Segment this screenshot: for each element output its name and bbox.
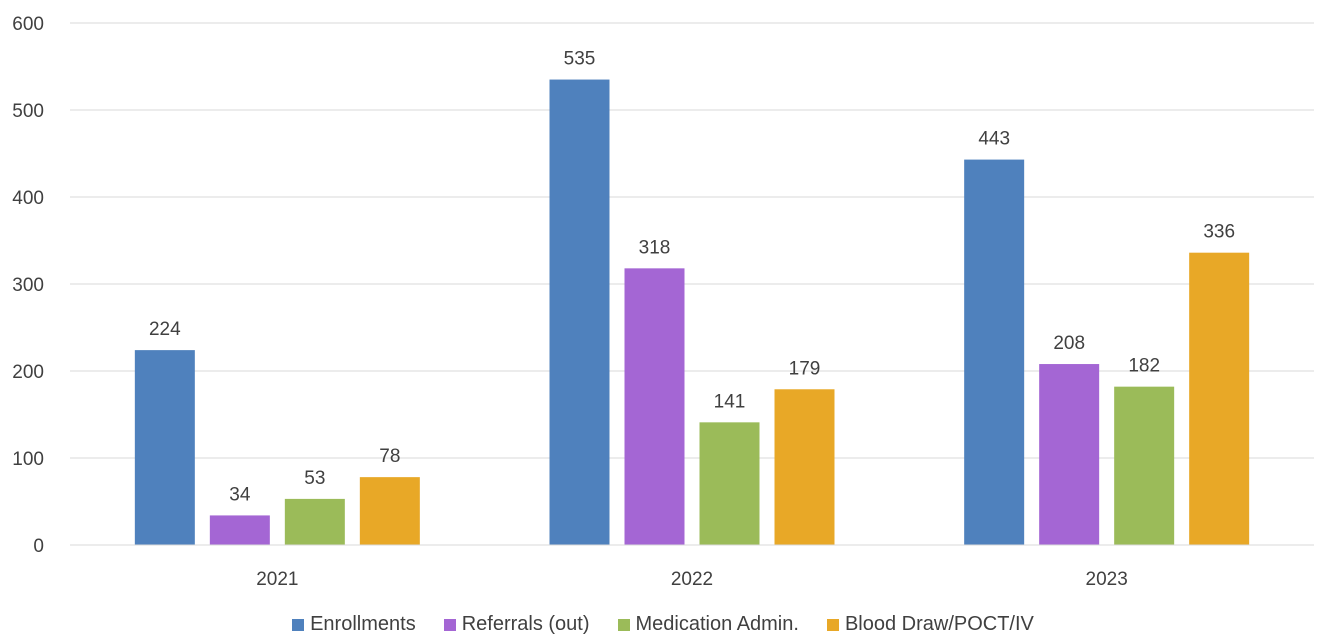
y-tick-label: 400 [12, 188, 44, 209]
chart-legend: Enrollments Referrals (out) Medication Adm… [0, 613, 1326, 636]
data-label: 141 [714, 391, 746, 412]
legend-label: Enrollments [310, 613, 416, 635]
bar-2023-3 [1189, 252, 1250, 545]
legend-item: Referrals (out) [443, 613, 590, 636]
legend-swatch [826, 618, 839, 631]
legend-swatch [617, 618, 630, 631]
legend-item: Medication Admin. [617, 613, 799, 636]
x-category-label: 2021 [256, 569, 298, 590]
x-category-label: 2023 [1086, 569, 1128, 590]
legend-swatch [292, 618, 305, 631]
y-tick-label: 0 [33, 536, 44, 557]
y-tick-label: 300 [12, 275, 44, 296]
data-label: 224 [149, 319, 181, 340]
data-label: 336 [1203, 222, 1235, 243]
bar-2022-1 [624, 268, 685, 545]
bar-2022-3 [774, 389, 835, 545]
legend-label: Medication Admin. [635, 613, 799, 635]
data-label: 179 [789, 358, 821, 379]
data-label: 318 [639, 237, 671, 258]
legend-label: Blood Draw/POCT/IV [844, 613, 1034, 635]
legend-swatch [443, 618, 456, 631]
bar-2023-0 [964, 159, 1025, 545]
bar-2022-2 [699, 422, 760, 545]
x-category-label: 2022 [671, 569, 713, 590]
legend-label: Referrals (out) [461, 613, 590, 635]
data-label: 78 [379, 446, 400, 467]
bar-2021-3 [359, 477, 420, 545]
data-label: 182 [1128, 356, 1160, 377]
y-tick-label: 600 [12, 14, 44, 35]
bar-2021-1 [209, 515, 270, 545]
legend-item: Enrollments [292, 613, 416, 636]
bar-2023-2 [1114, 386, 1175, 545]
bar-2023-1 [1039, 364, 1100, 545]
bar-2022-0 [549, 79, 610, 546]
data-label: 34 [229, 484, 251, 505]
bar-2021-2 [284, 498, 345, 545]
bar-2021-0 [134, 350, 195, 545]
data-label: 443 [978, 129, 1010, 150]
y-tick-label: 500 [12, 101, 44, 122]
data-label: 535 [564, 49, 596, 70]
y-tick-label: 100 [12, 449, 44, 470]
y-tick-label: 200 [12, 362, 44, 383]
bar-chart: 0 100 200 300 400 500 600 224 34 53 78 2021 535 318 14… [12, 14, 1314, 590]
legend-item: Blood Draw/POCT/IV [826, 613, 1034, 636]
data-label: 53 [304, 468, 325, 489]
data-label: 208 [1053, 333, 1085, 354]
